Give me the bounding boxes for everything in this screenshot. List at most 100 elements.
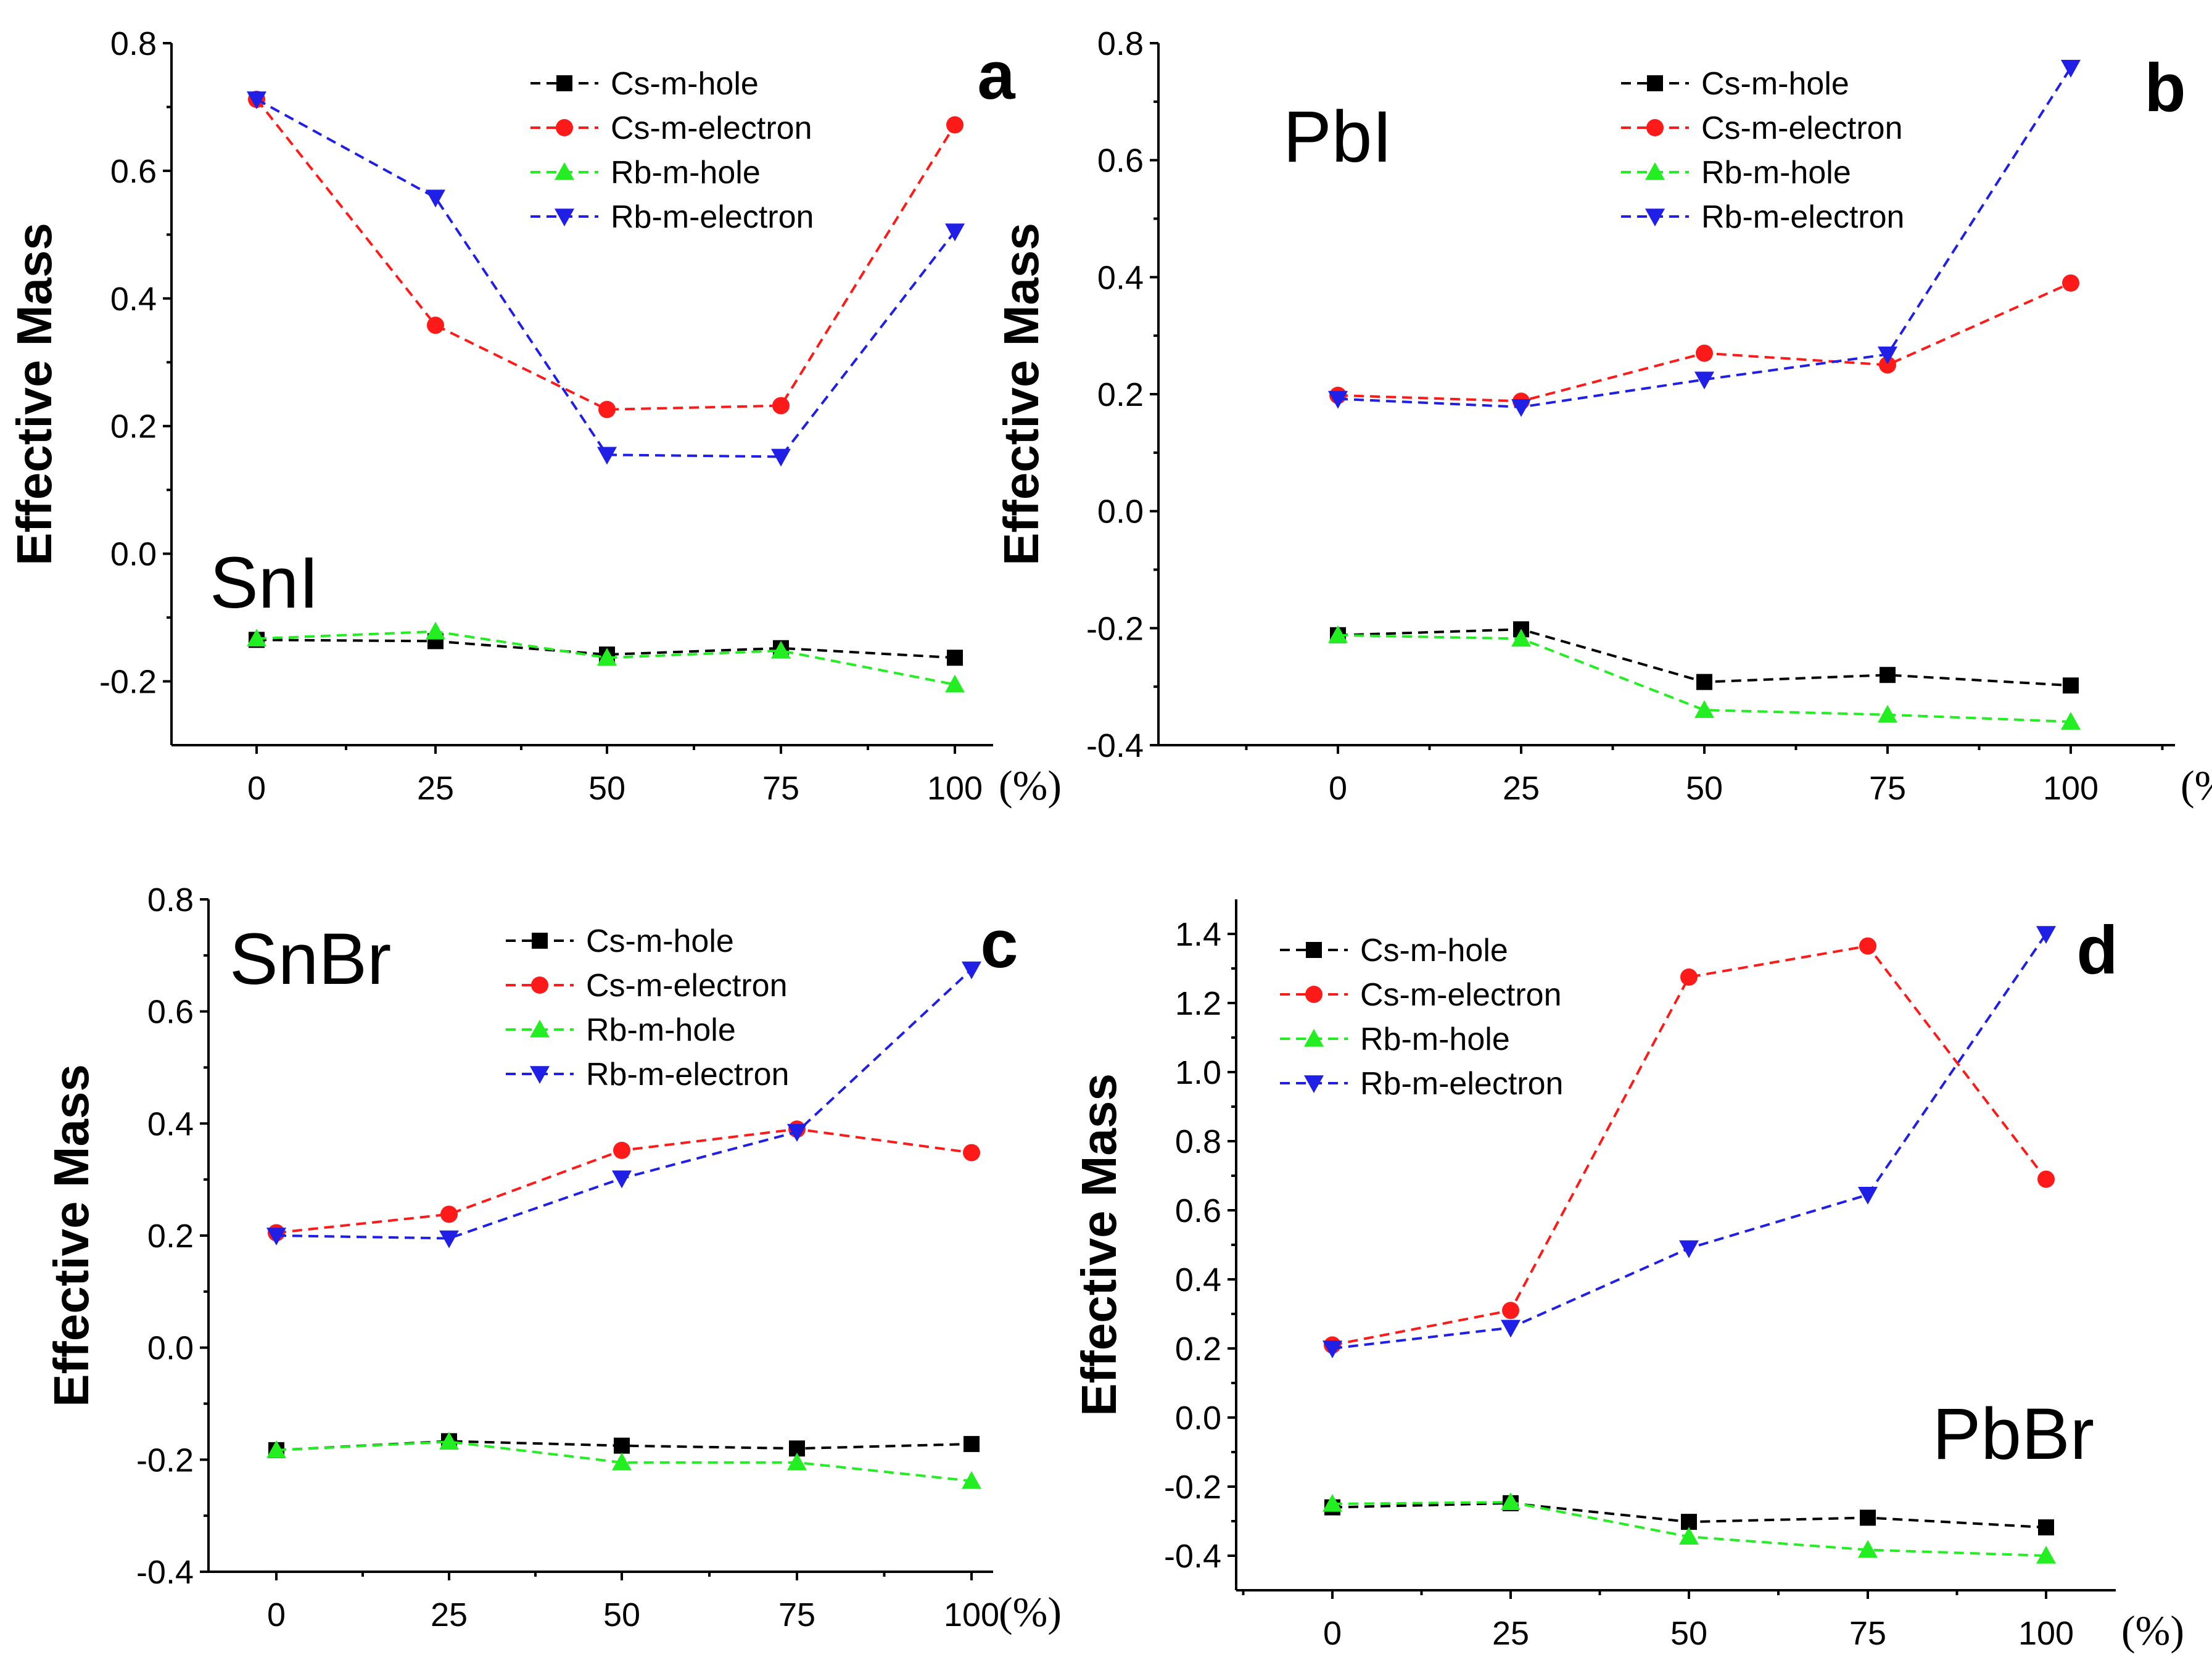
legend-label: Cs-m-hole [1701, 66, 1849, 102]
x-tick-label: 25 [417, 770, 454, 807]
data-point [1328, 390, 1348, 409]
panel-b: -0.4 -0.2 0.0 0.2 0.4 0.6 0.8 0 25 50 75 100 (%) Effe… [994, 25, 2212, 809]
data-point [2063, 677, 2079, 694]
data-point [1878, 704, 1897, 723]
series-Rb-m-hole [266, 1432, 981, 1489]
y-tick-label: 0.4 [1175, 1261, 1221, 1298]
data-point [2036, 926, 2056, 944]
legend-label: Rb-m-electron [1701, 199, 1904, 235]
y-tick-label: 0.2 [1097, 376, 1144, 413]
data-point [787, 1124, 807, 1142]
data-point [613, 1141, 630, 1159]
y-tick-label: 0.8 [147, 881, 194, 918]
data-point [1858, 1540, 1878, 1558]
data-point [1511, 629, 1531, 647]
legend: Cs-m-hole Cs-m-electron Rb-m-hole Rb-m-elec… [1621, 66, 1904, 235]
data-point [2038, 1519, 2054, 1536]
data-point [1878, 346, 1897, 365]
legend-label: Cs-m-electron [1360, 977, 1562, 1013]
data-point [1880, 667, 1896, 683]
y-tick-label: 0.4 [147, 1105, 194, 1142]
y-tick-label: 1.0 [1175, 1054, 1221, 1091]
x-tick-label: 25 [1492, 1615, 1529, 1652]
data-point [440, 1205, 458, 1223]
compound-label: PbBr [1933, 1393, 2094, 1475]
data-point [1511, 399, 1531, 417]
series-line [256, 638, 955, 659]
legend-label: Rb-m-hole [1701, 155, 1851, 191]
y-tick-label: 0.0 [1175, 1400, 1221, 1437]
y-tick-label: 0.0 [1097, 493, 1144, 530]
y-tick-label: 0.8 [1097, 25, 1144, 62]
data-point [612, 1170, 632, 1189]
legend-label: Cs-m-hole [1360, 933, 1508, 968]
legend-label: Rb-m-hole [1360, 1022, 1510, 1057]
x-unit-label: (%) [2181, 762, 2212, 809]
x-tick-label: 75 [778, 1596, 815, 1633]
y-tick-label: 0.6 [147, 994, 194, 1031]
legend-marker [530, 1020, 550, 1038]
data-point [1323, 1340, 1342, 1358]
data-point [2061, 712, 2081, 730]
compound-label: SnI [210, 542, 319, 624]
series-Rb-m-hole [1323, 1492, 2056, 1564]
data-point [962, 961, 981, 980]
y-tick-label: -0.2 [1164, 1469, 1221, 1506]
y-tick-label: 0.6 [1175, 1192, 1221, 1229]
series-Rb-m-electron [1328, 60, 2081, 417]
data-point [771, 640, 791, 659]
x-unit-label: (%) [999, 1588, 1062, 1635]
legend-label: Cs-m-hole [611, 66, 759, 102]
series-line [276, 968, 973, 1240]
legend-marker [1304, 1029, 1324, 1047]
x-tick-label: 0 [267, 1596, 286, 1633]
y-tick-label: 0.2 [110, 408, 157, 445]
data-point [614, 1437, 630, 1454]
legend-label: Cs-m-electron [611, 110, 812, 146]
y-axis-title: Effective Mass [994, 223, 1049, 566]
series-line [1332, 944, 2047, 1347]
data-point [1502, 1302, 1519, 1319]
y-tick-label: -0.4 [1164, 1538, 1221, 1575]
legend-marker [1306, 942, 1322, 958]
legend-label: Rb-m-electron [586, 1057, 789, 1092]
y-tick-label: 1.4 [1175, 916, 1221, 953]
data-point [1501, 1492, 1521, 1510]
y-tick-label: 0.2 [1175, 1331, 1221, 1368]
data-point [427, 316, 444, 334]
y-tick-label: -0.2 [136, 1442, 194, 1479]
series-Cs-m-electron [1329, 274, 2079, 410]
x-tick-label: 50 [1670, 1615, 1707, 1652]
legend-marker [556, 75, 572, 91]
data-point [597, 648, 617, 666]
series-Rb-m-electron [266, 961, 981, 1249]
data-point [1679, 1527, 1699, 1545]
y-axis-title: Effective Mass [44, 1064, 99, 1407]
data-point [963, 1144, 980, 1162]
x-tick-label: 75 [762, 770, 799, 807]
data-point [247, 91, 266, 110]
legend-label: Rb-m-hole [586, 1012, 736, 1048]
data-point [1679, 1240, 1699, 1258]
y-tick-label: 0.0 [110, 536, 157, 573]
x-tick-label: 100 [927, 770, 983, 807]
x-tick-label: 0 [1329, 770, 1347, 807]
data-point [247, 629, 266, 647]
legend-marker [1647, 75, 1663, 91]
x-unit-label: (%) [999, 762, 1062, 809]
panel-letter: d [2076, 912, 2118, 988]
legend-marker [1304, 1075, 1324, 1093]
series-Rb-m-electron [1323, 926, 2056, 1358]
data-point [598, 400, 616, 418]
x-unit-label: (%) [2121, 1607, 2184, 1654]
y-tick-label: 0.6 [1097, 142, 1144, 180]
x-tick-label: 50 [588, 770, 625, 807]
series-line [1337, 67, 2072, 408]
y-tick-label: 0.4 [110, 281, 157, 318]
legend-marker [531, 976, 548, 994]
series-line [256, 98, 956, 458]
panel-d: -0.4 -0.2 0.0 0.2 0.4 0.6 0.8 1.0 1.2 1.4 0 25 50 75 1… [1071, 899, 2184, 1654]
legend-label: Rb-m-electron [1360, 1066, 1563, 1102]
legend-marker [555, 162, 574, 180]
y-tick-label: -0.4 [1086, 727, 1144, 764]
